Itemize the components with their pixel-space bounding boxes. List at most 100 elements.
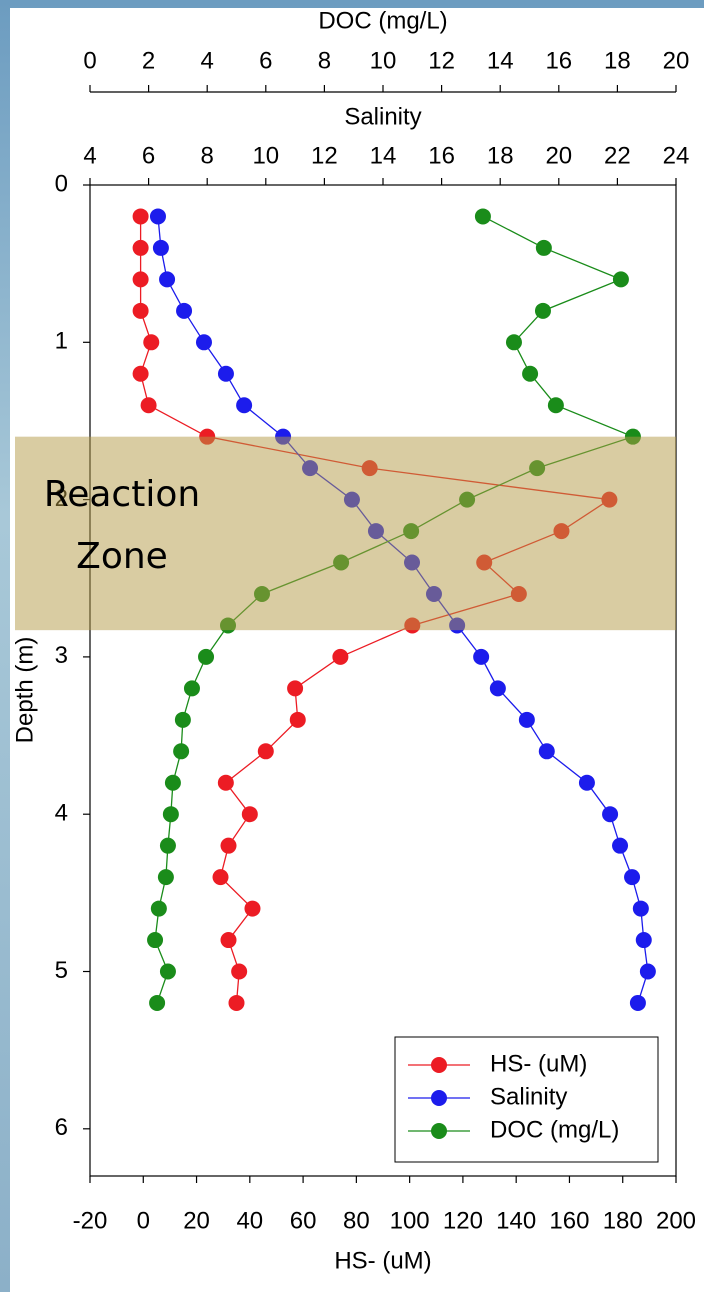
data-point xyxy=(287,680,303,696)
x2-tick-label: 24 xyxy=(663,142,690,169)
x-tick-label: -20 xyxy=(73,1207,108,1234)
data-point xyxy=(160,838,176,854)
data-point xyxy=(150,208,166,224)
x-tick-label: 200 xyxy=(656,1207,696,1234)
x2-axis-title: Salinity xyxy=(344,103,421,130)
x2-tick-label: 6 xyxy=(142,142,155,169)
data-point xyxy=(548,397,564,413)
y-axis-title: Depth (m) xyxy=(11,637,38,744)
data-point xyxy=(184,680,200,696)
x-tick-label: 40 xyxy=(236,1207,263,1234)
data-point xyxy=(133,208,149,224)
data-point xyxy=(579,775,595,791)
x-tick-label: 140 xyxy=(496,1207,536,1234)
x3-tick-label: 0 xyxy=(83,47,96,74)
data-point xyxy=(475,208,491,224)
data-point xyxy=(612,838,628,854)
data-point xyxy=(231,964,247,980)
data-point xyxy=(173,743,189,759)
data-point xyxy=(506,334,522,350)
zone-label: Reaction xyxy=(44,474,200,515)
data-point xyxy=(196,334,212,350)
data-point xyxy=(221,932,237,948)
data-point xyxy=(158,869,174,885)
data-point xyxy=(218,775,234,791)
legend-marker xyxy=(431,1123,447,1139)
zone-band xyxy=(15,437,676,630)
x-tick-label: 0 xyxy=(137,1207,150,1234)
legend-marker xyxy=(431,1090,447,1106)
data-point xyxy=(147,932,163,948)
page: HS- (uM) Salinity DOC (mg/L) Depth (m) 0… xyxy=(0,0,704,1292)
x3-tick-label: 12 xyxy=(428,47,455,74)
data-point xyxy=(244,901,260,917)
y-tick-label: 5 xyxy=(55,957,68,984)
x2-tick-label: 16 xyxy=(428,142,455,169)
data-point xyxy=(153,240,169,256)
data-point xyxy=(151,901,167,917)
x-tick-label: 100 xyxy=(390,1207,430,1234)
data-point xyxy=(624,869,640,885)
x-tick-label: 180 xyxy=(603,1207,643,1234)
x-tick-label: 160 xyxy=(549,1207,589,1234)
x2-tick-label: 22 xyxy=(604,142,631,169)
y-tick-label: 1 xyxy=(55,328,68,355)
data-point xyxy=(133,240,149,256)
legend-label: Salinity xyxy=(490,1083,567,1110)
legend-marker xyxy=(431,1057,447,1073)
data-point xyxy=(490,680,506,696)
data-point xyxy=(535,303,551,319)
data-point xyxy=(473,649,489,665)
data-point xyxy=(536,240,552,256)
data-point xyxy=(258,743,274,759)
data-point xyxy=(133,366,149,382)
x3-tick-label: 16 xyxy=(545,47,572,74)
data-point xyxy=(159,271,175,287)
data-point xyxy=(176,303,192,319)
data-point xyxy=(143,334,159,350)
data-point xyxy=(613,271,629,287)
data-point xyxy=(218,366,234,382)
data-point xyxy=(522,366,538,382)
x2-tick-label: 12 xyxy=(311,142,338,169)
data-point xyxy=(630,995,646,1011)
data-point xyxy=(198,649,214,665)
x2-tick-label: 8 xyxy=(201,142,214,169)
x-tick-label: 120 xyxy=(443,1207,483,1234)
data-point xyxy=(175,712,191,728)
data-point xyxy=(165,775,181,791)
y-tick-label: 3 xyxy=(55,642,68,669)
data-point xyxy=(519,712,535,728)
x3-tick-label: 14 xyxy=(487,47,514,74)
x2-tick-label: 18 xyxy=(487,142,514,169)
x3-tick-label: 6 xyxy=(259,47,272,74)
y-tick-label: 6 xyxy=(55,1114,68,1141)
data-point xyxy=(236,397,252,413)
data-point xyxy=(133,271,149,287)
data-point xyxy=(290,712,306,728)
x3-tick-label: 8 xyxy=(318,47,331,74)
x2-tick-label: 20 xyxy=(545,142,572,169)
data-point xyxy=(221,838,237,854)
legend-label: DOC (mg/L) xyxy=(490,1116,619,1143)
x-tick-label: 80 xyxy=(343,1207,370,1234)
y-tick-label: 4 xyxy=(55,800,68,827)
x-axis-title: HS- (uM) xyxy=(334,1247,431,1274)
data-point xyxy=(539,743,555,759)
legend-label: HS- (uM) xyxy=(490,1050,587,1077)
y-tick-label: 0 xyxy=(55,170,68,197)
x3-tick-label: 20 xyxy=(663,47,690,74)
data-point xyxy=(149,995,165,1011)
data-point xyxy=(163,806,179,822)
x2-tick-label: 4 xyxy=(83,142,96,169)
x3-tick-label: 2 xyxy=(142,47,155,74)
x3-tick-label: 18 xyxy=(604,47,631,74)
x3-tick-label: 10 xyxy=(370,47,397,74)
data-point xyxy=(242,806,258,822)
x2-tick-label: 14 xyxy=(370,142,397,169)
data-point xyxy=(633,901,649,917)
data-point xyxy=(133,303,149,319)
data-point xyxy=(213,869,229,885)
data-point xyxy=(640,964,656,980)
data-point xyxy=(141,397,157,413)
